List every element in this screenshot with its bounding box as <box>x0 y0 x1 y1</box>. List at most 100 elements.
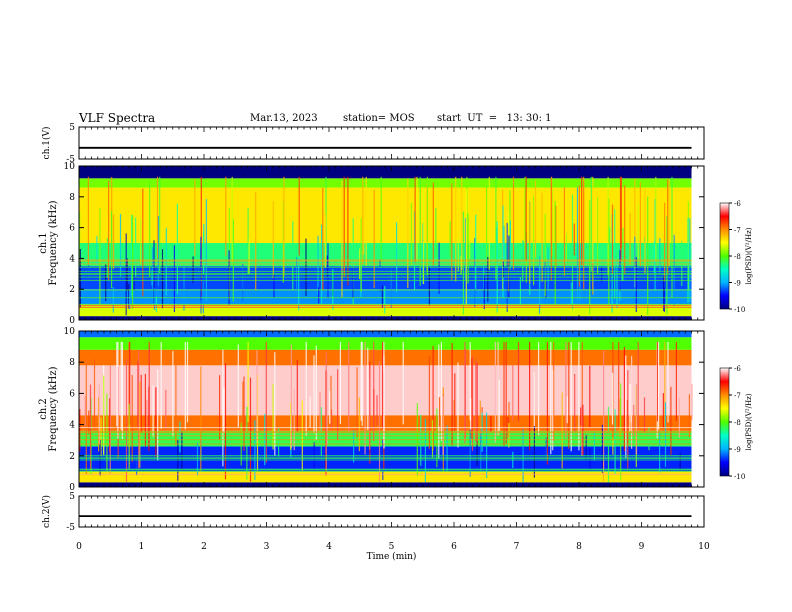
emission-streak <box>656 341 659 422</box>
emission-streak <box>384 286 386 314</box>
emission-streak <box>505 341 507 444</box>
emission-streak <box>106 238 108 278</box>
emission-streak <box>296 359 298 432</box>
emission-streak <box>539 256 541 308</box>
emission-streak <box>120 341 122 430</box>
emission-streak <box>414 176 416 263</box>
emission-streak <box>152 385 154 437</box>
emission-streak <box>455 176 457 282</box>
emission-streak <box>644 188 646 273</box>
emission-streak <box>183 265 185 311</box>
emission-streak <box>246 406 248 480</box>
emission-streak <box>490 416 492 432</box>
emission-streak <box>571 194 574 309</box>
emission-streak <box>165 389 167 430</box>
emission-streak <box>454 373 456 431</box>
emission-streak <box>249 377 252 482</box>
emission-streak <box>242 381 244 422</box>
emission-streak <box>148 341 150 443</box>
emission-streak <box>381 285 383 308</box>
emission-streak <box>109 398 111 453</box>
emission-streak <box>128 404 130 469</box>
emission-streak <box>563 187 565 276</box>
emission-streak <box>298 176 300 256</box>
emission-streak <box>502 205 504 298</box>
emission-streak <box>356 367 358 438</box>
emission-streak <box>179 421 181 453</box>
y-axis-label: ch.1(V) <box>41 127 52 160</box>
emission-streak <box>621 248 623 281</box>
channel-label: ch.2 <box>38 398 49 420</box>
emission-streak <box>396 222 398 292</box>
spectrum-band <box>79 243 692 267</box>
emission-streak <box>96 236 98 264</box>
colorbar-label: log(PSD)(V²/Hz) <box>745 227 753 284</box>
emission-streak <box>128 341 130 448</box>
emission-streak <box>637 341 639 429</box>
emission-streak <box>471 358 473 439</box>
emission-streak <box>570 341 572 452</box>
emission-streak <box>629 383 631 432</box>
emission-streak <box>614 409 616 475</box>
emission-streak <box>121 341 123 439</box>
emission-streak <box>469 341 471 421</box>
emission-streak <box>117 341 119 439</box>
emission-streak <box>438 242 440 294</box>
emission-streak <box>464 341 466 444</box>
emission-streak <box>529 202 531 284</box>
x-tick-label: 0 <box>76 542 82 552</box>
emission-streak <box>512 176 515 270</box>
emission-streak <box>194 179 196 256</box>
emission-streak <box>99 207 101 305</box>
emission-streak <box>376 395 378 426</box>
emission-streak <box>607 176 609 276</box>
emission-streak <box>552 370 554 451</box>
emission-streak <box>365 176 367 266</box>
emission-streak <box>200 176 202 297</box>
emission-streak <box>293 388 295 451</box>
emission-streak <box>119 213 122 277</box>
emission-streak <box>570 282 572 305</box>
emission-streak <box>192 256 194 283</box>
ch1-waveform-panel: 5 -5 ch.1(V) <box>41 123 705 165</box>
emission-streak <box>664 402 667 467</box>
emission-streak <box>550 341 552 455</box>
emission-streak <box>348 341 350 433</box>
emission-streak <box>533 426 535 478</box>
y-tick-label: 0 <box>69 483 75 493</box>
emission-streak <box>435 208 437 257</box>
emission-streak <box>585 434 587 460</box>
emission-streak <box>84 395 86 428</box>
emission-streak <box>176 203 178 295</box>
start-time-label: start UT = 13: 30: 1 <box>437 113 552 124</box>
emission-streak <box>139 381 141 468</box>
emission-streak <box>627 370 629 469</box>
emission-streak <box>508 402 510 429</box>
emission-streak <box>671 176 673 298</box>
emission-streak <box>494 341 496 443</box>
spectrum-band <box>79 266 692 290</box>
emission-streak <box>364 341 366 455</box>
emission-streak <box>98 384 100 445</box>
emission-streak <box>464 217 467 281</box>
emission-streak <box>87 176 89 265</box>
emission-streak <box>324 213 326 268</box>
emission-streak <box>165 228 167 296</box>
emission-streak <box>369 361 371 464</box>
emission-streak <box>620 176 622 261</box>
emission-streak <box>322 187 324 290</box>
emission-streak <box>592 176 594 295</box>
emission-streak <box>360 341 362 421</box>
emission-streak <box>440 341 442 441</box>
emission-streak <box>495 176 497 280</box>
emission-streak <box>453 400 455 428</box>
emission-streak <box>79 249 81 308</box>
y-tick-label: 5 <box>69 123 75 133</box>
y-tick-label: 8 <box>69 193 75 203</box>
y-tick-label: -5 <box>66 155 75 165</box>
emission-streak <box>438 397 441 427</box>
emission-streak <box>272 201 274 279</box>
emission-streak <box>273 274 275 298</box>
emission-streak <box>378 361 381 482</box>
